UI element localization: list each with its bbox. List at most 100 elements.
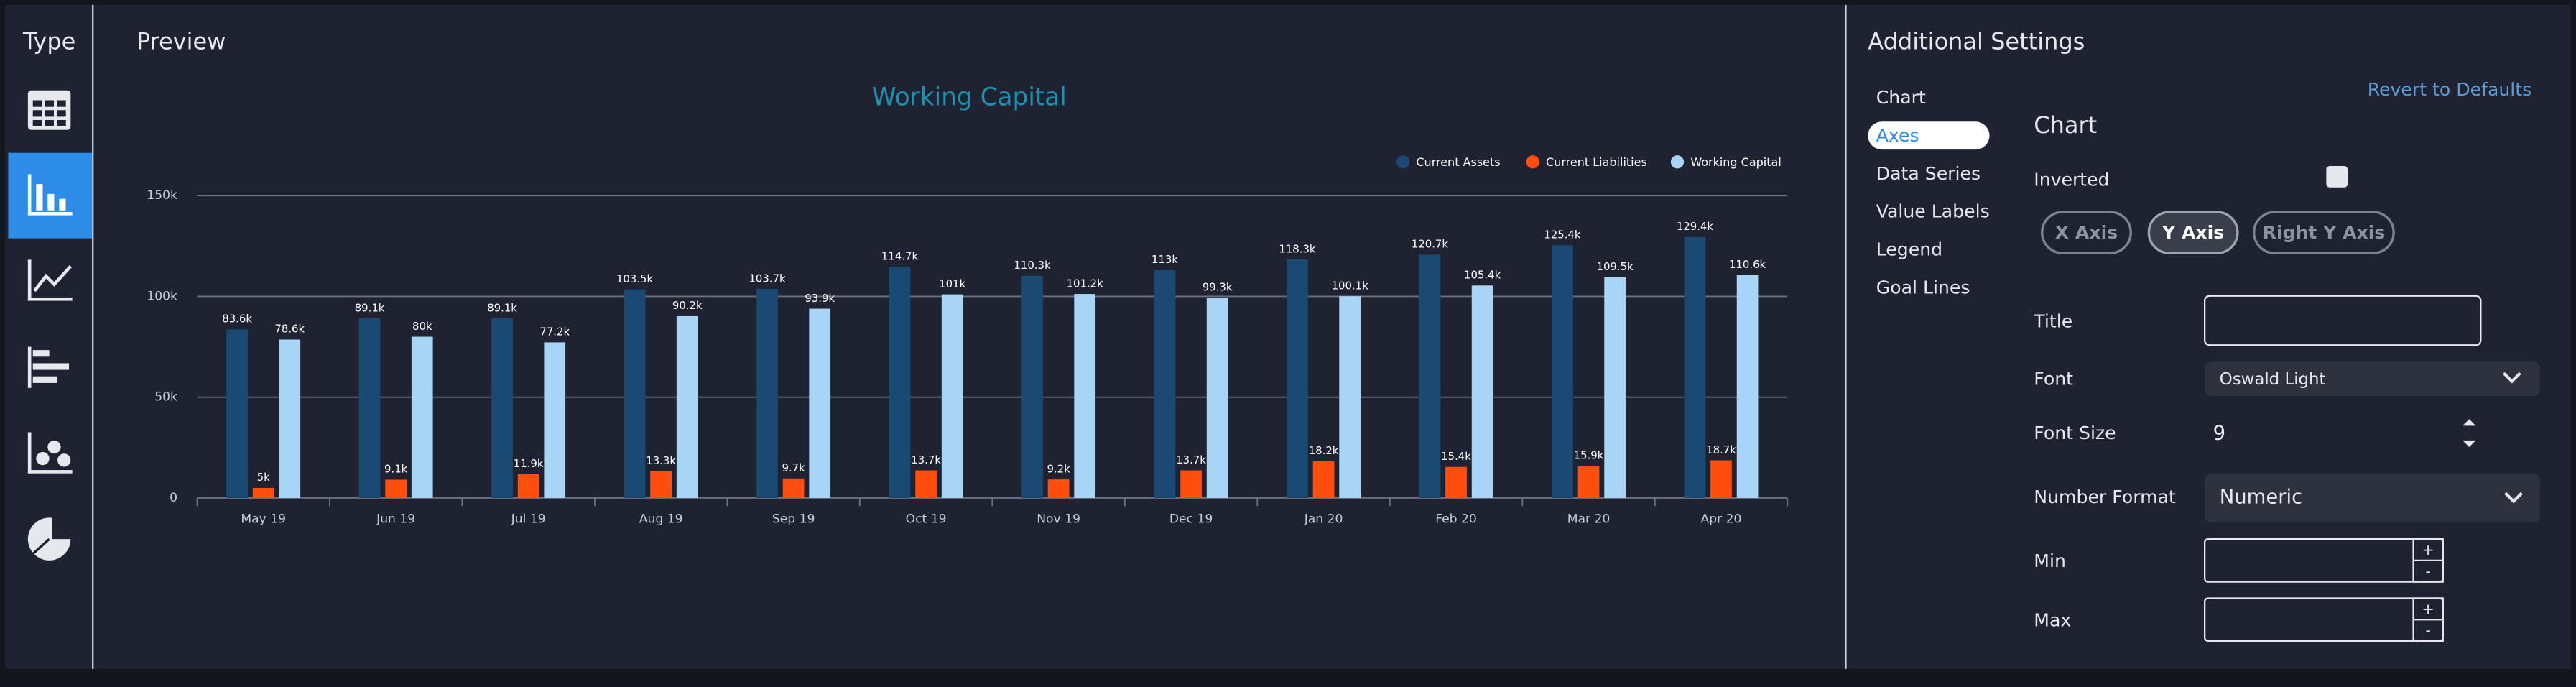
value-label: 120.7k	[1412, 238, 1449, 251]
menu: Chart Axes Data Series Value Labels Legend Go…	[1876, 87, 1990, 298]
increment[interactable]: +	[2422, 541, 2434, 558]
pie-icon[interactable]	[27, 516, 73, 561]
bar	[491, 318, 513, 498]
menu-item[interactable]: Data Series	[1876, 163, 1980, 184]
inverted-label: Inverted	[2034, 170, 2109, 190]
inverted-checkbox[interactable]	[2326, 166, 2348, 188]
bar	[385, 479, 407, 498]
value-label: 18.7k	[1706, 443, 1736, 456]
chart: 0 50k 100k 150k Current Assets Current Liabil…	[147, 155, 1789, 527]
bar	[676, 315, 698, 498]
bar	[1074, 294, 1096, 498]
value-label: 15.4k	[1441, 450, 1471, 463]
x-tick-label: Mar 20	[1567, 512, 1611, 527]
menu-item[interactable]: Axes	[1876, 125, 1919, 146]
bar	[1577, 466, 1600, 498]
bar	[756, 289, 778, 498]
value-label: 110.3k	[1014, 259, 1051, 272]
bar	[1206, 298, 1228, 498]
bar	[809, 308, 831, 498]
legend-label: Working Capital	[1690, 155, 1781, 169]
bar	[915, 470, 937, 498]
scatter-icon[interactable]	[27, 432, 73, 474]
tab[interactable]	[2041, 211, 2132, 254]
x-tick-label: Aug 19	[639, 512, 683, 527]
menu-item[interactable]: Legend	[1876, 239, 1942, 260]
increment[interactable]: +	[2422, 600, 2434, 617]
bar	[1710, 460, 1732, 498]
tab[interactable]	[2253, 211, 2395, 254]
spinner[interactable]	[2463, 419, 2476, 448]
y-tick-label: 50k	[154, 390, 177, 405]
bar	[1445, 466, 1467, 498]
field-label: Font Size	[2034, 423, 2116, 443]
bar	[358, 318, 381, 498]
x-tick-label: Dec 19	[1169, 512, 1213, 527]
sidebar-title: Type	[22, 27, 76, 55]
x-tick-label: Sep 19	[772, 512, 815, 527]
tab-selected[interactable]	[2147, 211, 2239, 254]
bar	[1339, 296, 1361, 498]
value-label: 114.7k	[881, 249, 919, 262]
value-label: 11.9k	[514, 457, 544, 470]
legend-swatch	[1526, 155, 1539, 169]
y-tick-label: 150k	[147, 188, 177, 203]
bar	[1287, 259, 1308, 498]
value-label: 89.1k	[355, 301, 385, 314]
bar	[1604, 277, 1626, 498]
bar	[252, 487, 274, 498]
bar	[889, 267, 911, 498]
value-label: 93.9k	[805, 292, 835, 305]
value-label: 9.7k	[782, 461, 805, 474]
value-label: 18.2k	[1309, 444, 1339, 457]
revert-link[interactable]: Revert to Defaults	[2368, 79, 2532, 100]
value-label: 5k	[257, 471, 270, 484]
bar	[1419, 254, 1441, 498]
bar	[544, 342, 566, 498]
value-label: 101k	[939, 277, 965, 290]
value-label: 9.2k	[1047, 462, 1070, 475]
legend-swatch	[1670, 155, 1685, 169]
bar-icon	[27, 174, 73, 216]
bar	[226, 329, 248, 498]
value-label: 100.1k	[1332, 279, 1369, 292]
bar	[1154, 269, 1176, 498]
menu-item[interactable]: Goal Lines	[1876, 277, 1970, 298]
decrement[interactable]: -	[2425, 563, 2430, 580]
menu-selected	[1868, 121, 1990, 150]
title-input[interactable]	[2203, 295, 2482, 346]
value-label: 109.5k	[1597, 260, 1634, 273]
value-label: 101.2k	[1067, 277, 1104, 290]
font-value: Oswald Light	[2220, 370, 2326, 389]
menu-item[interactable]: Value Labels	[1876, 201, 1990, 222]
font-select[interactable]	[2205, 361, 2540, 397]
bar	[1021, 275, 1043, 498]
value-label: 77.2k	[539, 326, 570, 338]
table-icon[interactable]	[27, 90, 71, 130]
line-icon[interactable]	[27, 259, 73, 301]
field-label: Min	[2034, 550, 2066, 571]
value-label: 103.5k	[616, 272, 654, 285]
value-label: 113k	[1152, 253, 1178, 266]
decrement[interactable]: -	[2425, 622, 2430, 639]
menu-item[interactable]: Chart	[1876, 87, 1926, 108]
value-label: 78.6k	[274, 323, 305, 336]
tab-label: Y Axis	[2162, 222, 2224, 243]
bar	[411, 336, 433, 498]
legend-swatch	[1396, 155, 1410, 169]
bar	[782, 478, 805, 498]
bar	[1180, 470, 1202, 498]
tab-label: X Axis	[2055, 222, 2118, 243]
bar	[1471, 285, 1493, 498]
legend-label: Current Liabilities	[1546, 155, 1647, 169]
bar	[650, 471, 672, 498]
field-label: Font	[2034, 368, 2073, 389]
tab-label: Right Y Axis	[2263, 222, 2386, 243]
axis-tabs: X Axis Y Axis Right Y Axis	[2041, 211, 2395, 254]
format-value: Numeric	[2220, 486, 2303, 508]
value-label: 99.3k	[1203, 281, 1233, 294]
format-select[interactable]	[2205, 473, 2540, 523]
hbar-icon[interactable]	[27, 346, 70, 388]
